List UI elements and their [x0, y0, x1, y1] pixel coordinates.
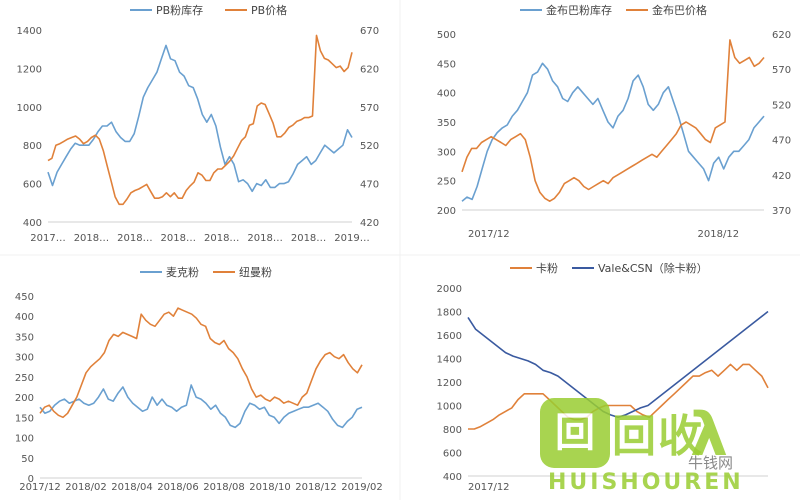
chart4-yleft-tick: 1400 — [437, 355, 462, 366]
chart3-x-tick: 2018/12 — [295, 482, 337, 493]
chart2-yright-tick: 620 — [772, 30, 791, 41]
chart3-x-tick: 2018/08 — [203, 482, 245, 493]
chart1-yright-tick: 620 — [360, 64, 379, 75]
chart1-x-tick: 2018… — [291, 233, 326, 244]
chart1-yright-tick: 470 — [360, 180, 379, 191]
chart1-yleft-tick: 1200 — [17, 64, 42, 75]
chart1-yleft-tick: 1000 — [17, 103, 42, 114]
chart4-yleft-tick: 2000 — [437, 284, 462, 295]
chart3-x-tick: 2018/06 — [157, 482, 199, 493]
chart4-series-line-2 — [467, 310, 769, 419]
chart2-yleft-tick: 500 — [437, 30, 456, 41]
watermark-badge-glyph: 回 — [555, 410, 595, 456]
chart3-yleft-tick: 450 — [15, 292, 34, 303]
chart3-yleft-tick: 250 — [15, 373, 34, 384]
chart1-series-line-2 — [47, 34, 353, 206]
chart1-yleft-tick: 1400 — [17, 26, 42, 37]
chart2-yright-tick: 370 — [772, 206, 791, 217]
chart4-legend-label: Vale&CSN（除卡粉） — [598, 261, 708, 275]
chart3-yleft-tick: 200 — [15, 393, 34, 404]
chart3-yleft-tick: 300 — [15, 353, 34, 364]
chart4-legend-label: 卡粉 — [536, 262, 558, 275]
chart2-yleft-tick: 350 — [437, 118, 456, 129]
chart2-yright-tick: 420 — [772, 171, 791, 182]
watermark-logo-badge: 回 — [540, 398, 610, 468]
chart2-yleft-tick: 250 — [437, 177, 456, 188]
chart4-yleft-tick: 400 — [443, 472, 462, 483]
chart3-yleft-tick: 150 — [15, 413, 34, 424]
chart2-yright-tick: 570 — [772, 65, 791, 76]
chart2-yleft-tick: 200 — [437, 206, 456, 217]
chart3-yleft-tick: 50 — [21, 454, 34, 465]
chart2-yleft-tick: 300 — [437, 147, 456, 158]
chart2-series-line-1 — [461, 62, 765, 202]
chart3-legend-label: 纽曼粉 — [239, 265, 272, 279]
chart2-legend-label: 金布巴粉库存 — [546, 3, 612, 17]
chart1-x-tick: 2018… — [204, 233, 239, 244]
chart1-yright-tick: 420 — [360, 218, 379, 229]
chart2-yright-tick: 520 — [772, 100, 791, 111]
chart3-legend-label: 麦克粉 — [166, 266, 199, 279]
chart2-x-tick: 2017/12 — [468, 229, 510, 240]
chart1-x-tick: 2019… — [334, 233, 369, 244]
watermark-logo-icon: λ — [690, 400, 728, 470]
chart4-yleft-tick: 800 — [443, 425, 462, 436]
chart3-yleft-tick: 100 — [15, 434, 34, 445]
chart2-legend-label: 金布巴价格 — [652, 3, 707, 17]
chart2-yleft-tick: 450 — [437, 59, 456, 70]
chart3-yleft-tick: 400 — [15, 312, 34, 323]
chart2-x-tick: 2018/12 — [698, 229, 740, 240]
chart3-x-tick: 2018/04 — [111, 482, 153, 493]
chart1-x-tick: 2018… — [117, 233, 152, 244]
chart3-yleft-tick: 350 — [15, 332, 34, 343]
chart2-series-line-2 — [461, 39, 765, 202]
chart1-yright-tick: 670 — [360, 26, 379, 37]
chart4-x-tick: 2017/12 — [468, 482, 510, 493]
chart1-yleft-tick: 800 — [23, 141, 42, 152]
chart1-x-tick: 2017… — [30, 233, 65, 244]
chart4-yleft-tick: 1600 — [437, 331, 462, 342]
chart4-yleft-tick: 1000 — [437, 402, 462, 413]
chart1-legend-label: PB粉库存 — [156, 3, 203, 17]
watermark-social: 牛钱网 — [688, 454, 734, 472]
chart4-yleft-tick: 1800 — [437, 308, 462, 319]
chart2-yright-tick: 470 — [772, 136, 791, 147]
chart1-yleft-tick: 400 — [23, 218, 42, 229]
chart1-x-tick: 2018… — [247, 233, 282, 244]
chart3-x-tick: 2019/02 — [341, 482, 383, 493]
chart3-x-tick: 2018/02 — [65, 482, 107, 493]
chart4-series-line-1 — [468, 363, 769, 430]
chart1-x-tick: 2018… — [161, 233, 196, 244]
chart3-series-line-2 — [39, 307, 363, 419]
chart1-yright-tick: 570 — [360, 103, 379, 114]
chart3-x-tick: 2017/12 — [19, 482, 61, 493]
chart1-series-line-1 — [47, 44, 353, 193]
chart3-x-tick: 2018/10 — [249, 482, 291, 493]
chart1-yleft-tick: 600 — [23, 180, 42, 191]
chart2-yleft-tick: 400 — [437, 89, 456, 100]
chart3-yleft-tick: 0 — [28, 474, 34, 485]
watermark-pinyin: HUISHOUREN — [548, 470, 744, 495]
chart4-yleft-tick: 1200 — [437, 378, 462, 389]
watermark-brand-text: 回收 — [612, 411, 704, 462]
chart1-yright-tick: 520 — [360, 141, 379, 152]
chart4-yleft-tick: 600 — [443, 449, 462, 460]
chart1-x-tick: 2018… — [74, 233, 109, 244]
chart1-legend-label: PB价格 — [251, 3, 287, 17]
chart3-series-line-1 — [39, 384, 363, 429]
